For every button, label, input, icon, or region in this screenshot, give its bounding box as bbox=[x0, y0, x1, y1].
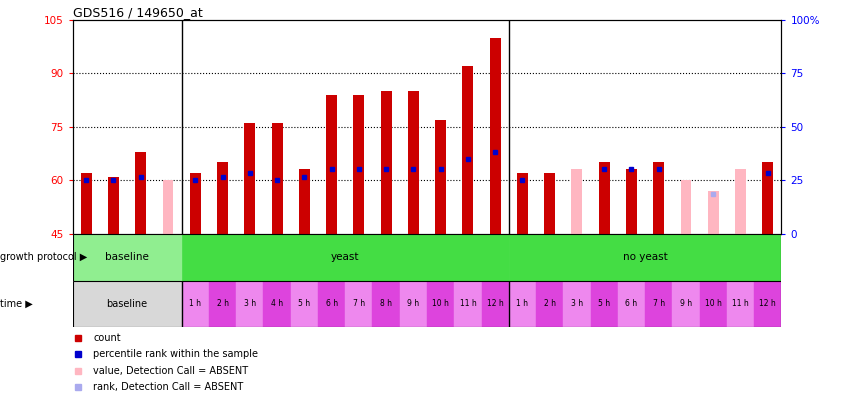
Bar bbox=[707, 191, 718, 234]
Text: 11 h: 11 h bbox=[731, 299, 748, 308]
Bar bbox=[563, 281, 590, 327]
Bar bbox=[372, 281, 399, 327]
Bar bbox=[543, 173, 554, 234]
Bar bbox=[353, 95, 364, 234]
Bar bbox=[399, 281, 426, 327]
Bar bbox=[598, 162, 609, 234]
Text: 9 h: 9 h bbox=[679, 299, 691, 308]
Bar bbox=[435, 120, 445, 234]
Bar bbox=[380, 91, 392, 234]
Bar bbox=[762, 162, 772, 234]
Text: GDS516 / 149650_at: GDS516 / 149650_at bbox=[73, 6, 202, 19]
Bar bbox=[536, 281, 563, 327]
Bar bbox=[508, 234, 780, 281]
Bar bbox=[135, 152, 146, 234]
Bar bbox=[81, 173, 91, 234]
Bar bbox=[590, 281, 617, 327]
Bar bbox=[107, 177, 119, 234]
Bar bbox=[426, 281, 454, 327]
Bar bbox=[236, 281, 263, 327]
Text: 7 h: 7 h bbox=[352, 299, 364, 308]
Text: 6 h: 6 h bbox=[624, 299, 637, 308]
Text: 1 h: 1 h bbox=[516, 299, 528, 308]
Text: value, Detection Call = ABSENT: value, Detection Call = ABSENT bbox=[93, 366, 248, 376]
Text: 12 h: 12 h bbox=[486, 299, 503, 308]
Text: 5 h: 5 h bbox=[597, 299, 610, 308]
Text: 6 h: 6 h bbox=[325, 299, 337, 308]
Bar bbox=[326, 95, 337, 234]
Bar bbox=[182, 281, 209, 327]
Bar bbox=[209, 281, 236, 327]
Text: 4 h: 4 h bbox=[270, 299, 283, 308]
Bar bbox=[481, 281, 508, 327]
Bar bbox=[625, 169, 636, 234]
Text: baseline: baseline bbox=[107, 299, 148, 309]
Bar bbox=[290, 281, 317, 327]
Text: yeast: yeast bbox=[331, 252, 359, 263]
Bar bbox=[217, 162, 228, 234]
Text: 2 h: 2 h bbox=[543, 299, 555, 308]
Bar bbox=[317, 281, 345, 327]
Bar bbox=[162, 180, 173, 234]
Bar bbox=[182, 234, 508, 281]
Bar bbox=[671, 281, 699, 327]
Bar bbox=[489, 38, 500, 234]
Bar bbox=[299, 169, 310, 234]
Text: 5 h: 5 h bbox=[298, 299, 310, 308]
Text: 11 h: 11 h bbox=[459, 299, 476, 308]
Text: growth protocol ▶: growth protocol ▶ bbox=[0, 252, 87, 263]
Text: 10 h: 10 h bbox=[704, 299, 721, 308]
Bar bbox=[699, 281, 726, 327]
Bar bbox=[73, 234, 182, 281]
Text: 3 h: 3 h bbox=[570, 299, 583, 308]
Bar bbox=[189, 173, 200, 234]
Bar bbox=[462, 66, 473, 234]
Text: 8 h: 8 h bbox=[380, 299, 392, 308]
Bar bbox=[73, 281, 182, 327]
Bar bbox=[680, 180, 691, 234]
Bar bbox=[263, 281, 290, 327]
Text: no yeast: no yeast bbox=[622, 252, 667, 263]
Bar bbox=[617, 281, 644, 327]
Bar bbox=[753, 281, 780, 327]
Bar bbox=[516, 173, 527, 234]
Bar bbox=[271, 123, 282, 234]
Bar bbox=[726, 281, 753, 327]
Text: 3 h: 3 h bbox=[243, 299, 256, 308]
Text: 10 h: 10 h bbox=[432, 299, 449, 308]
Text: 9 h: 9 h bbox=[407, 299, 419, 308]
Text: 12 h: 12 h bbox=[758, 299, 775, 308]
Text: 7 h: 7 h bbox=[652, 299, 664, 308]
Bar bbox=[644, 281, 671, 327]
Text: time ▶: time ▶ bbox=[0, 299, 32, 309]
Bar bbox=[345, 281, 372, 327]
Bar bbox=[734, 169, 746, 234]
Text: percentile rank within the sample: percentile rank within the sample bbox=[93, 349, 258, 359]
Bar bbox=[571, 169, 582, 234]
Bar bbox=[408, 91, 418, 234]
Text: baseline: baseline bbox=[105, 252, 149, 263]
Text: 2 h: 2 h bbox=[217, 299, 229, 308]
Bar bbox=[508, 281, 536, 327]
Bar bbox=[244, 123, 255, 234]
Bar bbox=[653, 162, 664, 234]
Text: rank, Detection Call = ABSENT: rank, Detection Call = ABSENT bbox=[93, 382, 243, 392]
Text: 1 h: 1 h bbox=[189, 299, 201, 308]
Text: count: count bbox=[93, 333, 120, 343]
Bar bbox=[454, 281, 481, 327]
